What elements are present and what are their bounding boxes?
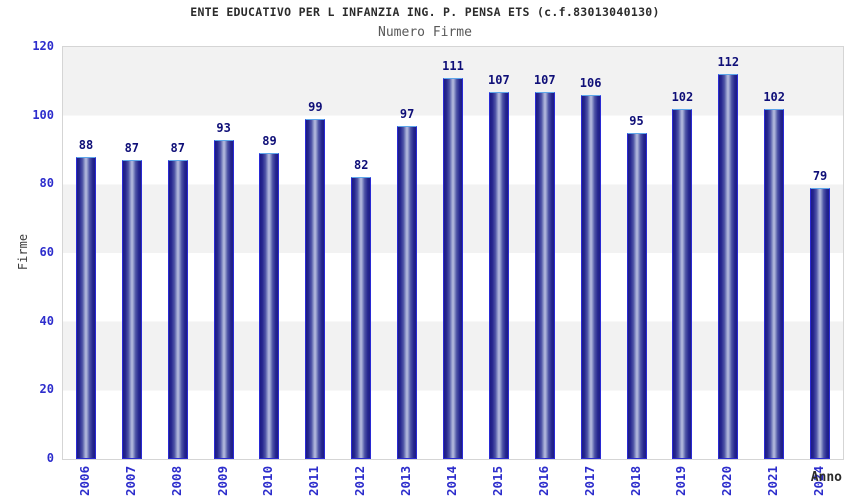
bar [488,91,509,459]
bar [534,91,555,459]
bar-value-label: 95 [629,113,644,128]
y-tick-label: 60 [39,245,54,259]
x-tick-label: 2008 [168,465,184,496]
bar-value-label: 106 [579,76,602,91]
x-tick-label: 2020 [719,465,735,496]
bar-value-label: 93 [216,120,231,135]
chart-subtitle: Numero Firme [378,25,472,40]
x-tick-label: 2006 [76,465,92,496]
bar [351,177,372,459]
x-tick-label: 2009 [214,465,230,496]
x-tick-label: 2014 [444,465,459,496]
bar [259,153,280,459]
bar [121,160,142,459]
bar-value-label: 107 [533,72,556,87]
bar-value-label: 99 [308,100,323,115]
bar-value-label: 87 [124,141,140,156]
bar-value-label: 97 [399,106,415,121]
x-tick-label: 2012 [352,465,368,496]
bar [213,139,234,459]
bar-value-label: 79 [812,168,828,183]
bar [718,74,739,459]
x-tick-label: 2019 [673,465,689,496]
bar [167,160,188,459]
bar [305,119,326,459]
y-tick-label: 80 [39,176,54,191]
x-tick-label: 2018 [627,465,643,496]
bar [443,77,463,459]
bar-value-label: 107 [488,72,510,87]
bar-value-label: 82 [354,158,369,173]
bar-value-label: 102 [671,89,694,104]
y-tick-label: 0 [46,451,54,465]
y-tick-label: 40 [39,313,54,328]
x-tick-label: 2015 [489,465,505,496]
y-tick-label: 120 [32,39,54,53]
bar-value-label: 111 [442,58,464,73]
bar [75,156,96,459]
bar-value-label: 88 [78,137,94,152]
chart-title: ENTE EDUCATIVO PER L INFANZIA ING. P. PE… [190,5,660,19]
x-tick-label: 2013 [398,465,414,496]
y-tick-label: 100 [32,107,54,122]
x-tick-label: 2011 [306,465,322,496]
x-tick-label: 2021 [765,465,781,496]
x-tick-label: 2016 [535,465,551,496]
bar-value-label: 87 [170,141,185,156]
bar [580,95,601,459]
bar-value-label: 102 [763,89,786,104]
y-tick-label: 20 [39,382,54,397]
bar [764,108,785,459]
bar [397,125,418,459]
bar-value-label: 112 [717,55,740,70]
x-tick-label: 2017 [581,465,597,496]
bar [626,132,647,459]
x-axis-title: Anno [810,470,842,485]
x-tick-label: 2007 [122,465,138,496]
bar-value-label: 89 [262,134,277,149]
bar [810,187,831,459]
plot-area: 88 87 87 93 89 99 82 97 111 107 107 106 95 102 112 102 7… [62,46,844,460]
x-tick-label: 2010 [260,465,276,496]
bar [672,108,693,459]
